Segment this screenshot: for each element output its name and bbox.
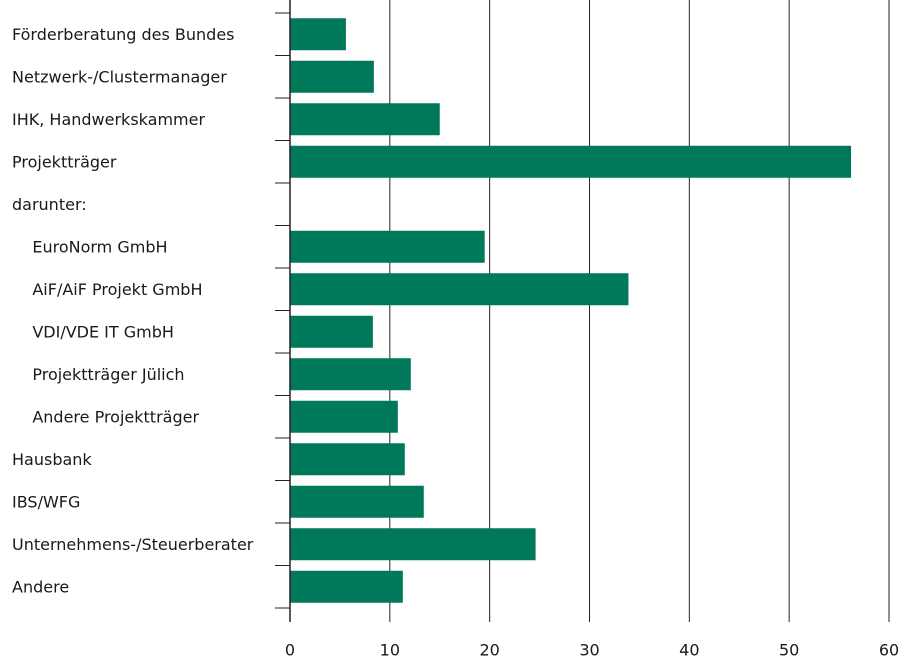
y-tick-label: IBS/WFG [12,492,80,511]
x-tick-label: 30 [579,641,599,660]
bar [290,485,424,518]
x-tick-label: 10 [380,641,400,660]
x-tick-label: 60 [879,641,899,660]
y-tick-label: Förderberatung des Bundes [12,25,235,44]
y-tick-label: Andere [12,577,69,596]
y-tick-label: Projektträger [12,152,117,171]
y-tick-label: IHK, Handwerkskammer [12,110,205,129]
y-tick-label: Hausbank [12,450,92,469]
x-tick-label: 50 [779,641,799,660]
x-tick-label: 20 [479,641,499,660]
bar [290,358,411,391]
y-tick-label: darunter: [12,195,87,214]
bar [290,273,629,306]
bar [290,400,398,433]
bar [290,570,403,603]
y-tick-label: Netzwerk-/Clustermanager [12,67,227,86]
bar [290,315,373,348]
y-tick-label: AiF/AiF Projekt GmbH [12,280,202,299]
bar [290,18,346,51]
x-tick-label: 0 [285,641,295,660]
y-tick-label: EuroNorm GmbH [12,237,168,256]
y-tick-label: Andere Projektträger [12,407,199,426]
x-tick-label: 40 [679,641,699,660]
y-tick-label: Projektträger Jülich [12,365,185,384]
bar [290,145,852,178]
y-tick-label: VDI/VDE IT GmbH [12,322,174,341]
bar [290,443,405,476]
y-tick-label: Unternehmens-/Steuerberater [12,535,254,554]
bar [290,103,440,136]
bar [290,230,485,263]
bar [290,528,536,561]
bar [290,60,374,93]
